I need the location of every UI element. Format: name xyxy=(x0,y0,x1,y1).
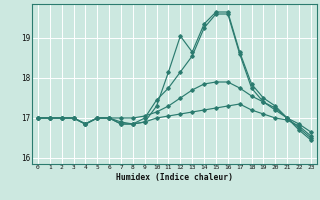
X-axis label: Humidex (Indice chaleur): Humidex (Indice chaleur) xyxy=(116,173,233,182)
